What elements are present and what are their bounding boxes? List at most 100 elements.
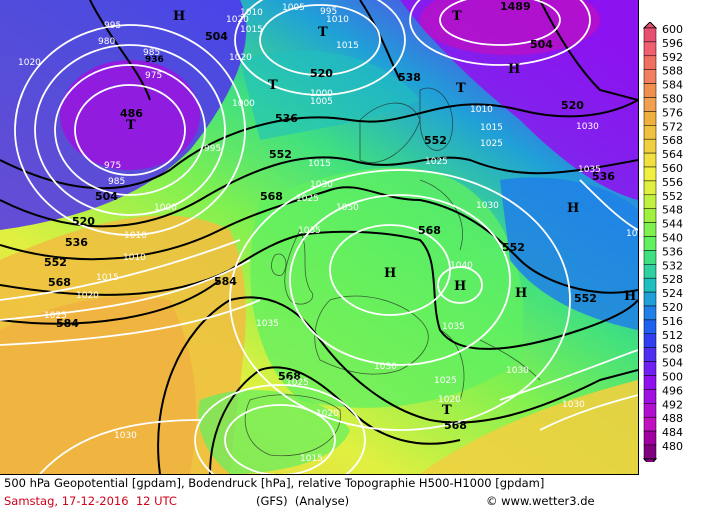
pressure-label: 995 [320, 7, 337, 17]
pressure-label: 1035 [442, 322, 465, 332]
scale-swatch [643, 236, 657, 251]
pressure-label: 1030 [114, 431, 137, 441]
scale-swatch [643, 389, 657, 404]
pressure-label: 1010 [123, 253, 146, 263]
scale-swatch [643, 194, 657, 209]
geopotential-label: 584 [214, 275, 237, 288]
scale-swatch [643, 83, 657, 98]
pressure-label: 985 [143, 48, 160, 58]
scale-tick-label: 556 [662, 176, 683, 189]
scale-swatch [643, 69, 657, 84]
scale-tick-label: 540 [662, 232, 683, 245]
geopotential-label: 568 [48, 276, 71, 289]
low-center: T [268, 78, 278, 93]
pressure-label: 1010 [124, 231, 147, 241]
pressure-label: 1035 [626, 229, 638, 239]
pressure-label: 1030 [374, 362, 397, 372]
scale-tick-label: 576 [662, 106, 683, 119]
scale-swatch [643, 375, 657, 390]
scale-tick-label: 588 [662, 65, 683, 78]
scale-tick-label: 480 [662, 440, 683, 453]
scale-tick-label: 552 [662, 190, 683, 203]
scale-tick-label: 524 [662, 287, 683, 300]
pressure-label: 1025 [434, 376, 457, 386]
pressure-label: 1000 [310, 89, 333, 99]
geopotential-label: 568 [278, 370, 301, 383]
pressure-label: 1010 [240, 8, 263, 18]
scale-tick-label: 520 [662, 301, 683, 314]
caption-bar: 500 hPa Geopotential [gpdam], Bodendruck… [0, 475, 704, 513]
high-center: H [173, 9, 185, 24]
geopotential-label: 568 [444, 419, 467, 432]
pressure-label: 1030 [562, 400, 585, 410]
pressure-label: 1015 [96, 273, 119, 283]
scale-tick-label: 568 [662, 134, 683, 147]
scale-swatch [643, 416, 657, 432]
pressure-label: 1025 [296, 194, 319, 204]
pressure-label: 1040 [450, 261, 473, 271]
pressure-label: 985 [108, 177, 125, 187]
map-date: Samstag, 17-12-2016 12 UTC [4, 494, 177, 508]
scale-arrow-top [642, 21, 658, 29]
coastlines [244, 87, 541, 457]
scale-tick-label: 580 [662, 93, 683, 106]
scale-tick-label: 528 [662, 273, 683, 286]
scale-tick-label: 508 [662, 343, 683, 356]
pressure-label: 1025 [44, 311, 67, 321]
pressure-label: 1015 [240, 25, 263, 35]
pressure-label: 1025 [286, 378, 309, 388]
scale-tick-label: 500 [662, 371, 683, 384]
geopotential-label: 520 [310, 67, 333, 80]
scale-swatch [643, 125, 657, 140]
scale-tick-label: 548 [662, 204, 683, 217]
pressure-label: 1015 [336, 41, 359, 51]
low-center: T [442, 403, 452, 418]
pressure-label: 995 [204, 144, 221, 154]
geopotential-label: 536 [592, 170, 615, 183]
pressure-label: 1025 [480, 139, 503, 149]
geopotential-label: 584 [56, 317, 79, 330]
pressure-label: 1030 [476, 201, 499, 211]
geopotential-label: 568 [418, 224, 441, 237]
scale-tick-label: 572 [662, 120, 683, 133]
scale-swatch [643, 222, 657, 237]
scale-swatch [643, 264, 657, 279]
pressure-label: 980 [98, 37, 115, 47]
scale-tick-label: 512 [662, 329, 683, 342]
high-center: H [567, 201, 579, 216]
scale-tick-label: 564 [662, 148, 683, 161]
pressure-isobars [0, 0, 638, 474]
scale-swatch [643, 41, 657, 57]
scale-swatch [643, 111, 657, 126]
high-center: H [384, 266, 396, 281]
low-center: T [318, 25, 328, 40]
pressure-label: 1020 [226, 15, 249, 25]
pressure-label: 1020 [229, 53, 252, 63]
scale-swatch [643, 403, 657, 418]
scale-tick-label: 544 [662, 218, 683, 231]
warm-area-southwest [0, 296, 196, 474]
pressure-label: 1020 [18, 58, 41, 68]
pressure-label: 1025 [425, 157, 448, 167]
low-center: T [456, 81, 466, 96]
geopotential-label: 538 [398, 71, 421, 84]
geopotential-label: 1489 [500, 0, 531, 13]
scale-tick-label: 532 [662, 259, 683, 272]
scale-tick-label: 484 [662, 426, 683, 439]
pressure-label: 1000 [232, 99, 255, 109]
low-center: T [452, 9, 462, 24]
geopotential-label: 552 [269, 148, 292, 161]
pressure-label: 975 [104, 161, 121, 171]
color-scale: 600 596 592 588 584 580 576 572 568 564 560 556 552 5… [640, 21, 704, 467]
warm-area-southeast [420, 380, 638, 474]
scale-swatch [643, 27, 657, 43]
geopotential-label: 552 [574, 292, 597, 305]
scale-swatch [643, 430, 657, 446]
pressure-label: 1020 [76, 291, 99, 301]
geopotential-label: 552 [424, 134, 447, 147]
weather-map: 504 936 520 536 1489 504 520 538 536 552… [0, 0, 639, 475]
pressure-label: 1035 [298, 226, 321, 236]
scale-swatch [643, 180, 657, 196]
pressure-center-group: H T T T H T T H H H H H T H [126, 9, 636, 418]
scale-tick-label: 492 [662, 398, 683, 411]
